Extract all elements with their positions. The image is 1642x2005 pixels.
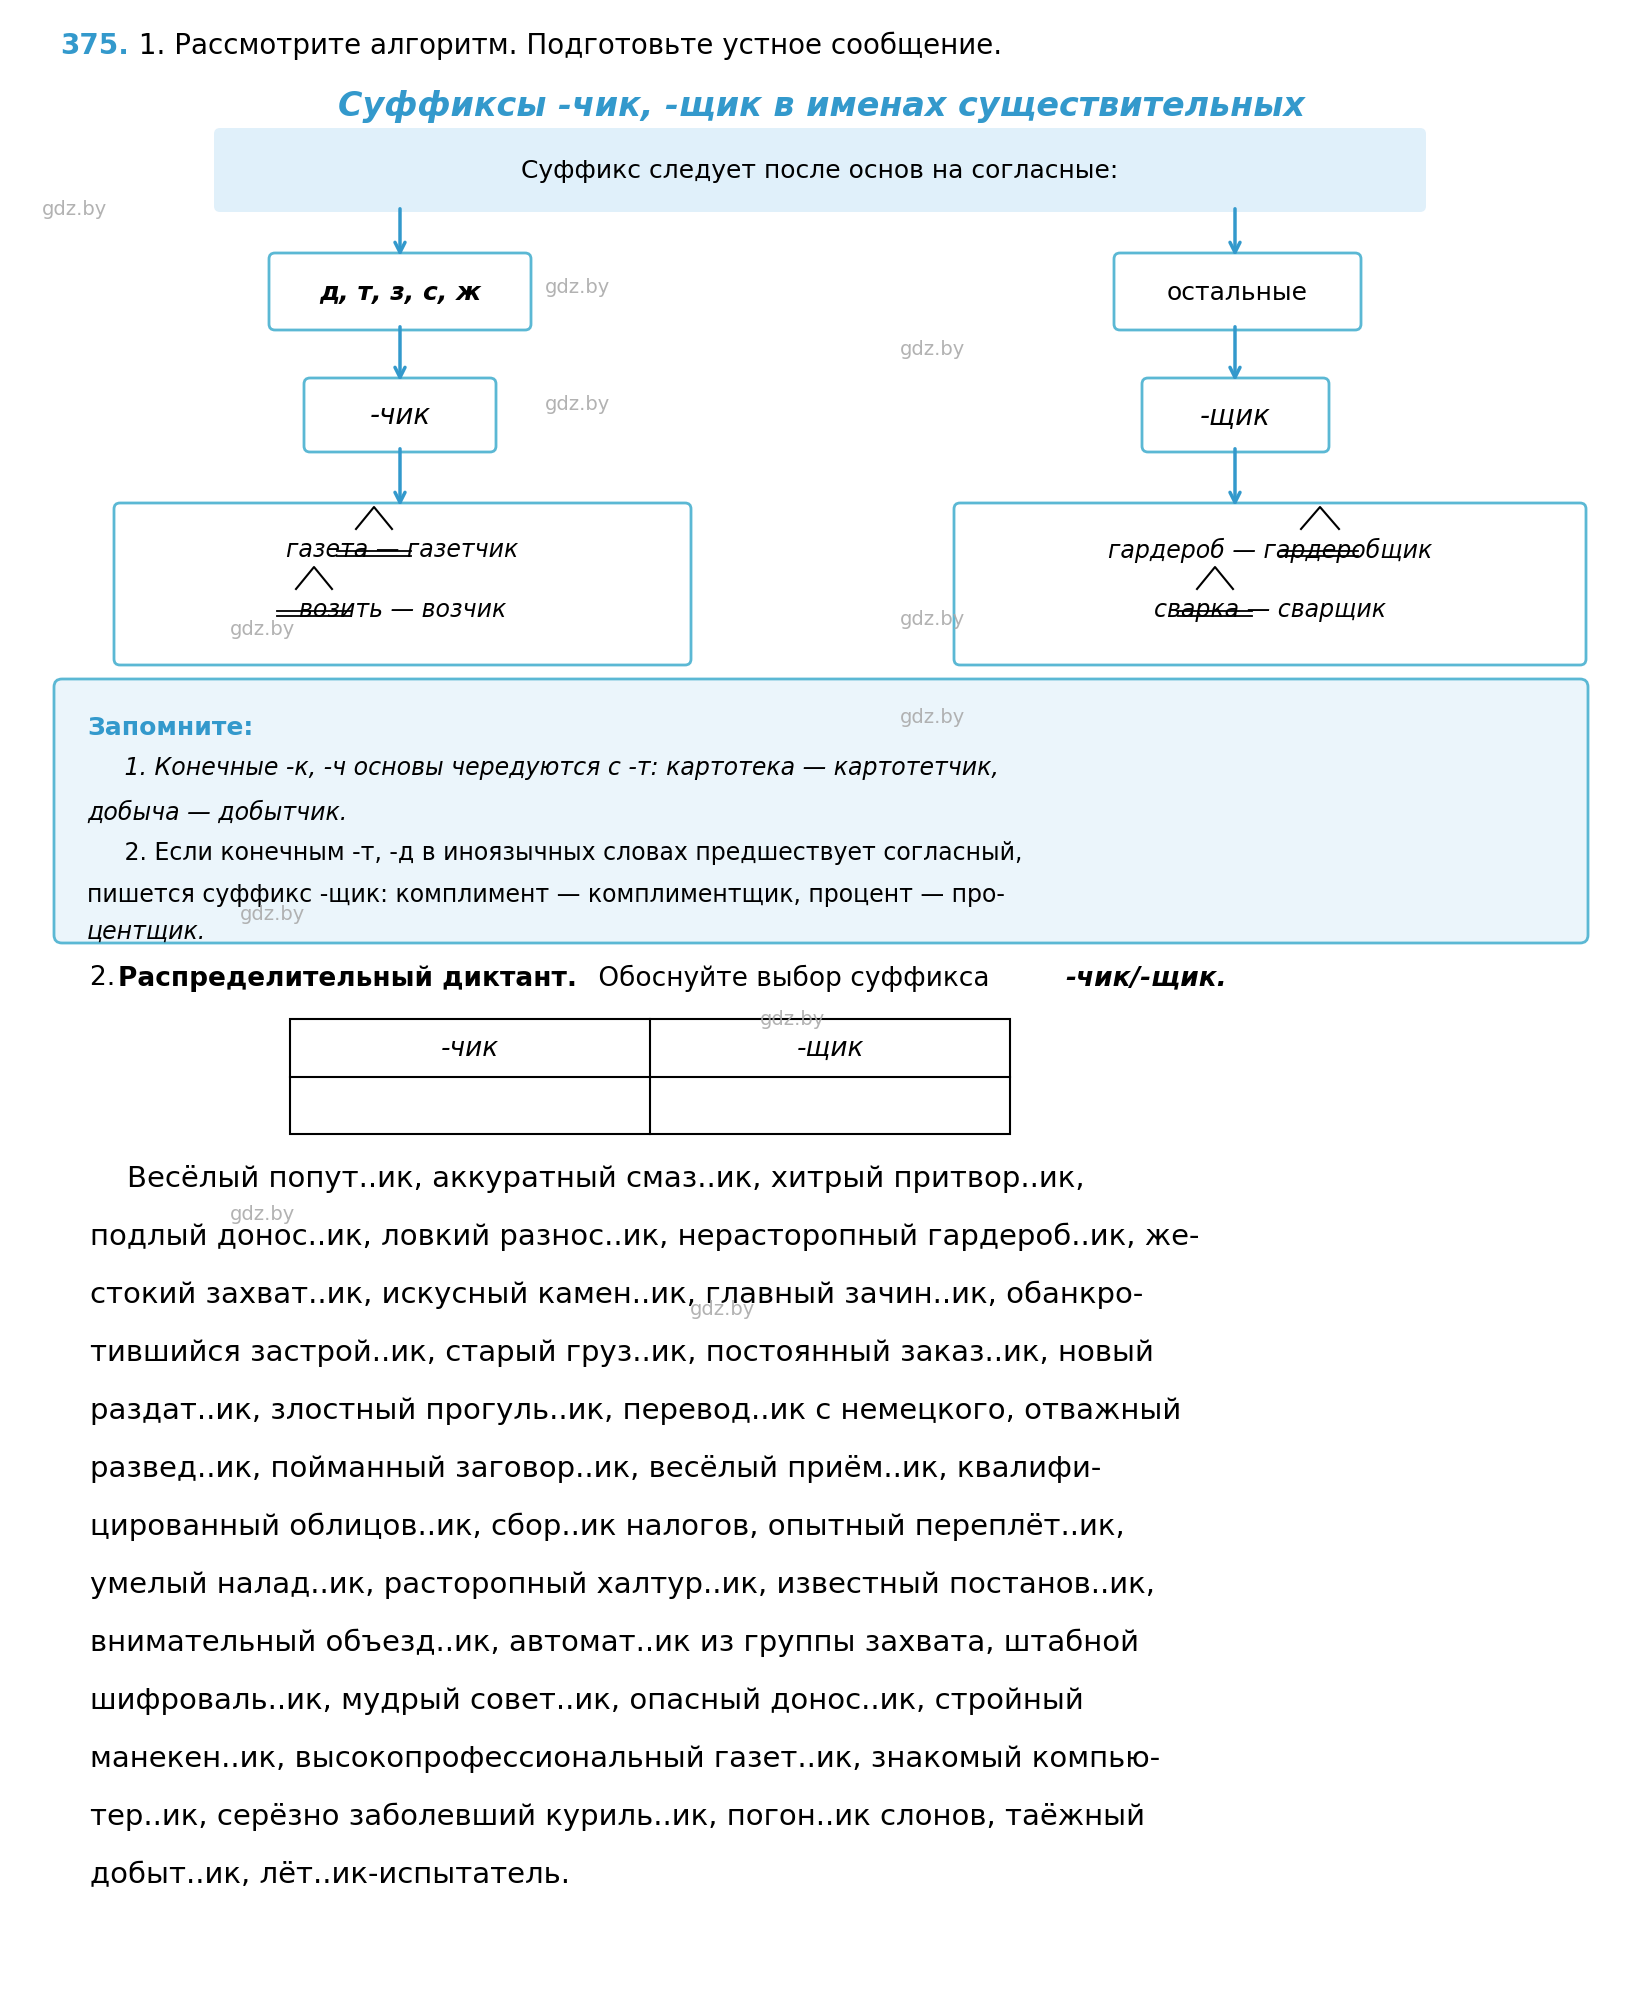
Text: Суффикс следует после основ на согласные:: Суффикс следует после основ на согласные… bbox=[522, 158, 1118, 182]
Text: gdz.by: gdz.by bbox=[240, 904, 305, 924]
Text: Распределительный диктант.: Распределительный диктант. bbox=[118, 964, 576, 990]
FancyBboxPatch shape bbox=[1141, 379, 1328, 453]
Text: пишется суффикс -щик: комплимент — комплиментщик, процент — про-: пишется суффикс -щик: комплимент — компл… bbox=[87, 882, 1005, 906]
Text: газета — газетчик: газета — газетчик bbox=[286, 537, 519, 561]
Text: -щик: -щик bbox=[1200, 401, 1271, 429]
Text: умелый налад..ик, расторопный халтур..ик, известный постанов..ик,: умелый налад..ик, расторопный халтур..ик… bbox=[90, 1570, 1154, 1598]
Text: gdz.by: gdz.by bbox=[545, 279, 611, 297]
Text: внимательный объезд..ик, автомат..ик из группы захвата, штабной: внимательный объезд..ик, автомат..ик из … bbox=[90, 1628, 1140, 1656]
Text: 1. Конечные -к, -ч основы чередуются с -т: картотека — картотетчик,: 1. Конечные -к, -ч основы чередуются с -… bbox=[87, 756, 998, 780]
Text: возить — возчик: возить — возчик bbox=[299, 597, 506, 622]
Text: gdz.by: gdz.by bbox=[43, 200, 107, 219]
Text: Запомните:: Запомните: bbox=[87, 716, 253, 740]
Text: gdz.by: gdz.by bbox=[230, 620, 296, 640]
Text: gdz.by: gdz.by bbox=[900, 339, 965, 359]
Text: стокий захват..ик, искусный камен..ик, главный зачин..ик, обанкро-: стокий захват..ик, искусный камен..ик, г… bbox=[90, 1281, 1143, 1309]
Text: тившийся застрой..ик, старый груз..ик, постоянный заказ..ик, новый: тившийся застрой..ик, старый груз..ик, п… bbox=[90, 1337, 1154, 1365]
Text: тер..ик, серёзно заболевший куриль..ик, погон..ик слонов, таёжный: тер..ик, серёзно заболевший куриль..ик, … bbox=[90, 1802, 1144, 1831]
Text: Обоснуйте выбор суффикса: Обоснуйте выбор суффикса bbox=[589, 964, 998, 992]
FancyBboxPatch shape bbox=[113, 503, 691, 666]
Text: gdz.by: gdz.by bbox=[230, 1205, 296, 1223]
Text: gdz.by: gdz.by bbox=[900, 708, 965, 726]
Text: центщик.: центщик. bbox=[87, 920, 207, 944]
Text: 2.: 2. bbox=[90, 964, 123, 990]
Text: цированный облицов..ик, сбор..ик налогов, опытный переплёт..ик,: цированный облицов..ик, сбор..ик налогов… bbox=[90, 1512, 1125, 1540]
FancyBboxPatch shape bbox=[54, 680, 1588, 944]
Text: 375.: 375. bbox=[61, 32, 128, 60]
Text: развед..ик, пойманный заговор..ик, весёлый приём..ик, квалифи-: развед..ик, пойманный заговор..ик, весёл… bbox=[90, 1454, 1102, 1482]
Text: -чик/-щик.: -чик/-щик. bbox=[1066, 964, 1227, 990]
Bar bbox=[291, 1019, 1010, 1135]
Text: сварка — сварщик: сварка — сварщик bbox=[1154, 597, 1386, 622]
Text: шифроваль..ик, мудрый совет..ик, опасный донос..ик, стройный: шифроваль..ик, мудрый совет..ик, опасный… bbox=[90, 1686, 1084, 1714]
Text: -чик: -чик bbox=[369, 401, 430, 429]
Text: gdz.by: gdz.by bbox=[760, 1009, 826, 1029]
FancyBboxPatch shape bbox=[954, 503, 1586, 666]
Text: добыт..ик, лёт..ик-испытатель.: добыт..ик, лёт..ик-испытатель. bbox=[90, 1861, 570, 1889]
Text: добыча — добытчик.: добыча — добытчик. bbox=[87, 800, 346, 824]
Text: манекен..ик, высокопрофессиональный газет..ик, знакомый компью-: манекен..ик, высокопрофессиональный газе… bbox=[90, 1744, 1161, 1772]
Text: Суффиксы -чик, -щик в именах существительных: Суффиксы -чик, -щик в именах существител… bbox=[338, 90, 1304, 122]
Text: Весёлый попут..ик, аккуратный смаз..ик, хитрый притвор..ик,: Весёлый попут..ик, аккуратный смаз..ик, … bbox=[90, 1165, 1085, 1193]
Text: остальные: остальные bbox=[1167, 281, 1309, 305]
Text: gdz.by: gdz.by bbox=[900, 610, 965, 630]
Text: gdz.by: gdz.by bbox=[545, 395, 611, 413]
Text: -щик: -щик bbox=[796, 1035, 864, 1061]
Text: раздат..ик, злостный прогуль..ик, перевод..ик с немецкого, отважный: раздат..ик, злостный прогуль..ик, перево… bbox=[90, 1395, 1181, 1424]
Text: д, т, з, с, ж: д, т, з, с, ж bbox=[319, 281, 481, 305]
Text: 1. Рассмотрите алгоритм. Подготовьте устное сообщение.: 1. Рассмотрите алгоритм. Подготовьте уст… bbox=[130, 32, 1002, 60]
Text: gdz.by: gdz.by bbox=[690, 1299, 755, 1319]
FancyBboxPatch shape bbox=[213, 128, 1425, 213]
Text: -чик: -чик bbox=[442, 1035, 499, 1061]
FancyBboxPatch shape bbox=[304, 379, 496, 453]
Text: подлый донос..ик, ловкий разнос..ик, нерасторопный гардероб..ик, же-: подлый донос..ик, ловкий разнос..ик, нер… bbox=[90, 1223, 1199, 1251]
Text: 2. Если конечным -т, -д в иноязычных словах предшествует согласный,: 2. Если конечным -т, -д в иноязычных сло… bbox=[87, 840, 1023, 864]
FancyBboxPatch shape bbox=[269, 255, 530, 331]
Text: гардероб — гардеробщик: гардероб — гардеробщик bbox=[1108, 537, 1432, 561]
FancyBboxPatch shape bbox=[1113, 255, 1361, 331]
